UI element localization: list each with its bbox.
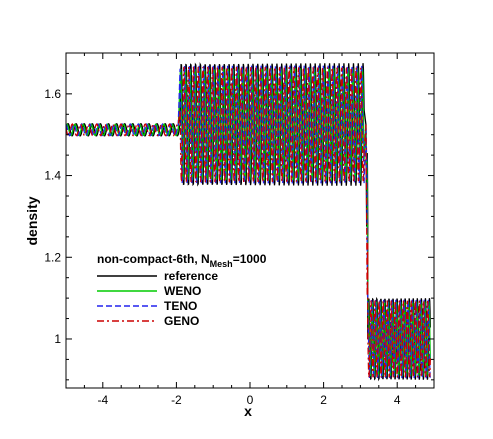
- legend-label-reference: reference: [164, 269, 218, 283]
- y-tick-label: 1.2: [44, 250, 61, 264]
- legend-title: non-compact-6th, NMesh=1000: [97, 252, 267, 269]
- series-line-teno: [66, 65, 431, 379]
- series-layer: [66, 62, 431, 382]
- y-axis: 1 1.2 1.4 1.6: [44, 72, 434, 381]
- legend-title-subscript: Mesh: [210, 259, 233, 269]
- y-tick-label: 1.4: [44, 169, 61, 183]
- x-axis-title: x: [244, 403, 252, 419]
- x-tick-label: 4: [394, 393, 401, 407]
- x-tick-label: 0: [247, 393, 254, 407]
- legend-label-weno: WENO: [164, 284, 201, 298]
- x-tick-label: 2: [320, 393, 327, 407]
- legend-title-tail: =1000: [233, 252, 267, 266]
- legend: non-compact-6th, NMesh=1000 referenceWEN…: [97, 252, 267, 328]
- legend-title-main: non-compact-6th, N: [97, 252, 210, 266]
- plot-area: [65, 52, 435, 389]
- y-tick-label: 1: [54, 332, 61, 346]
- y-axis-title: density: [24, 196, 40, 245]
- series-line-geno: [66, 66, 431, 378]
- x-axis: -4 -2 0 2 4: [83, 53, 417, 407]
- y-tick-label: 1.6: [44, 87, 61, 101]
- legend-label-geno: GENO: [164, 314, 199, 328]
- x-tick-label: -2: [171, 393, 182, 407]
- x-tick-label: -4: [97, 393, 108, 407]
- legend-label-teno: TENO: [164, 299, 197, 313]
